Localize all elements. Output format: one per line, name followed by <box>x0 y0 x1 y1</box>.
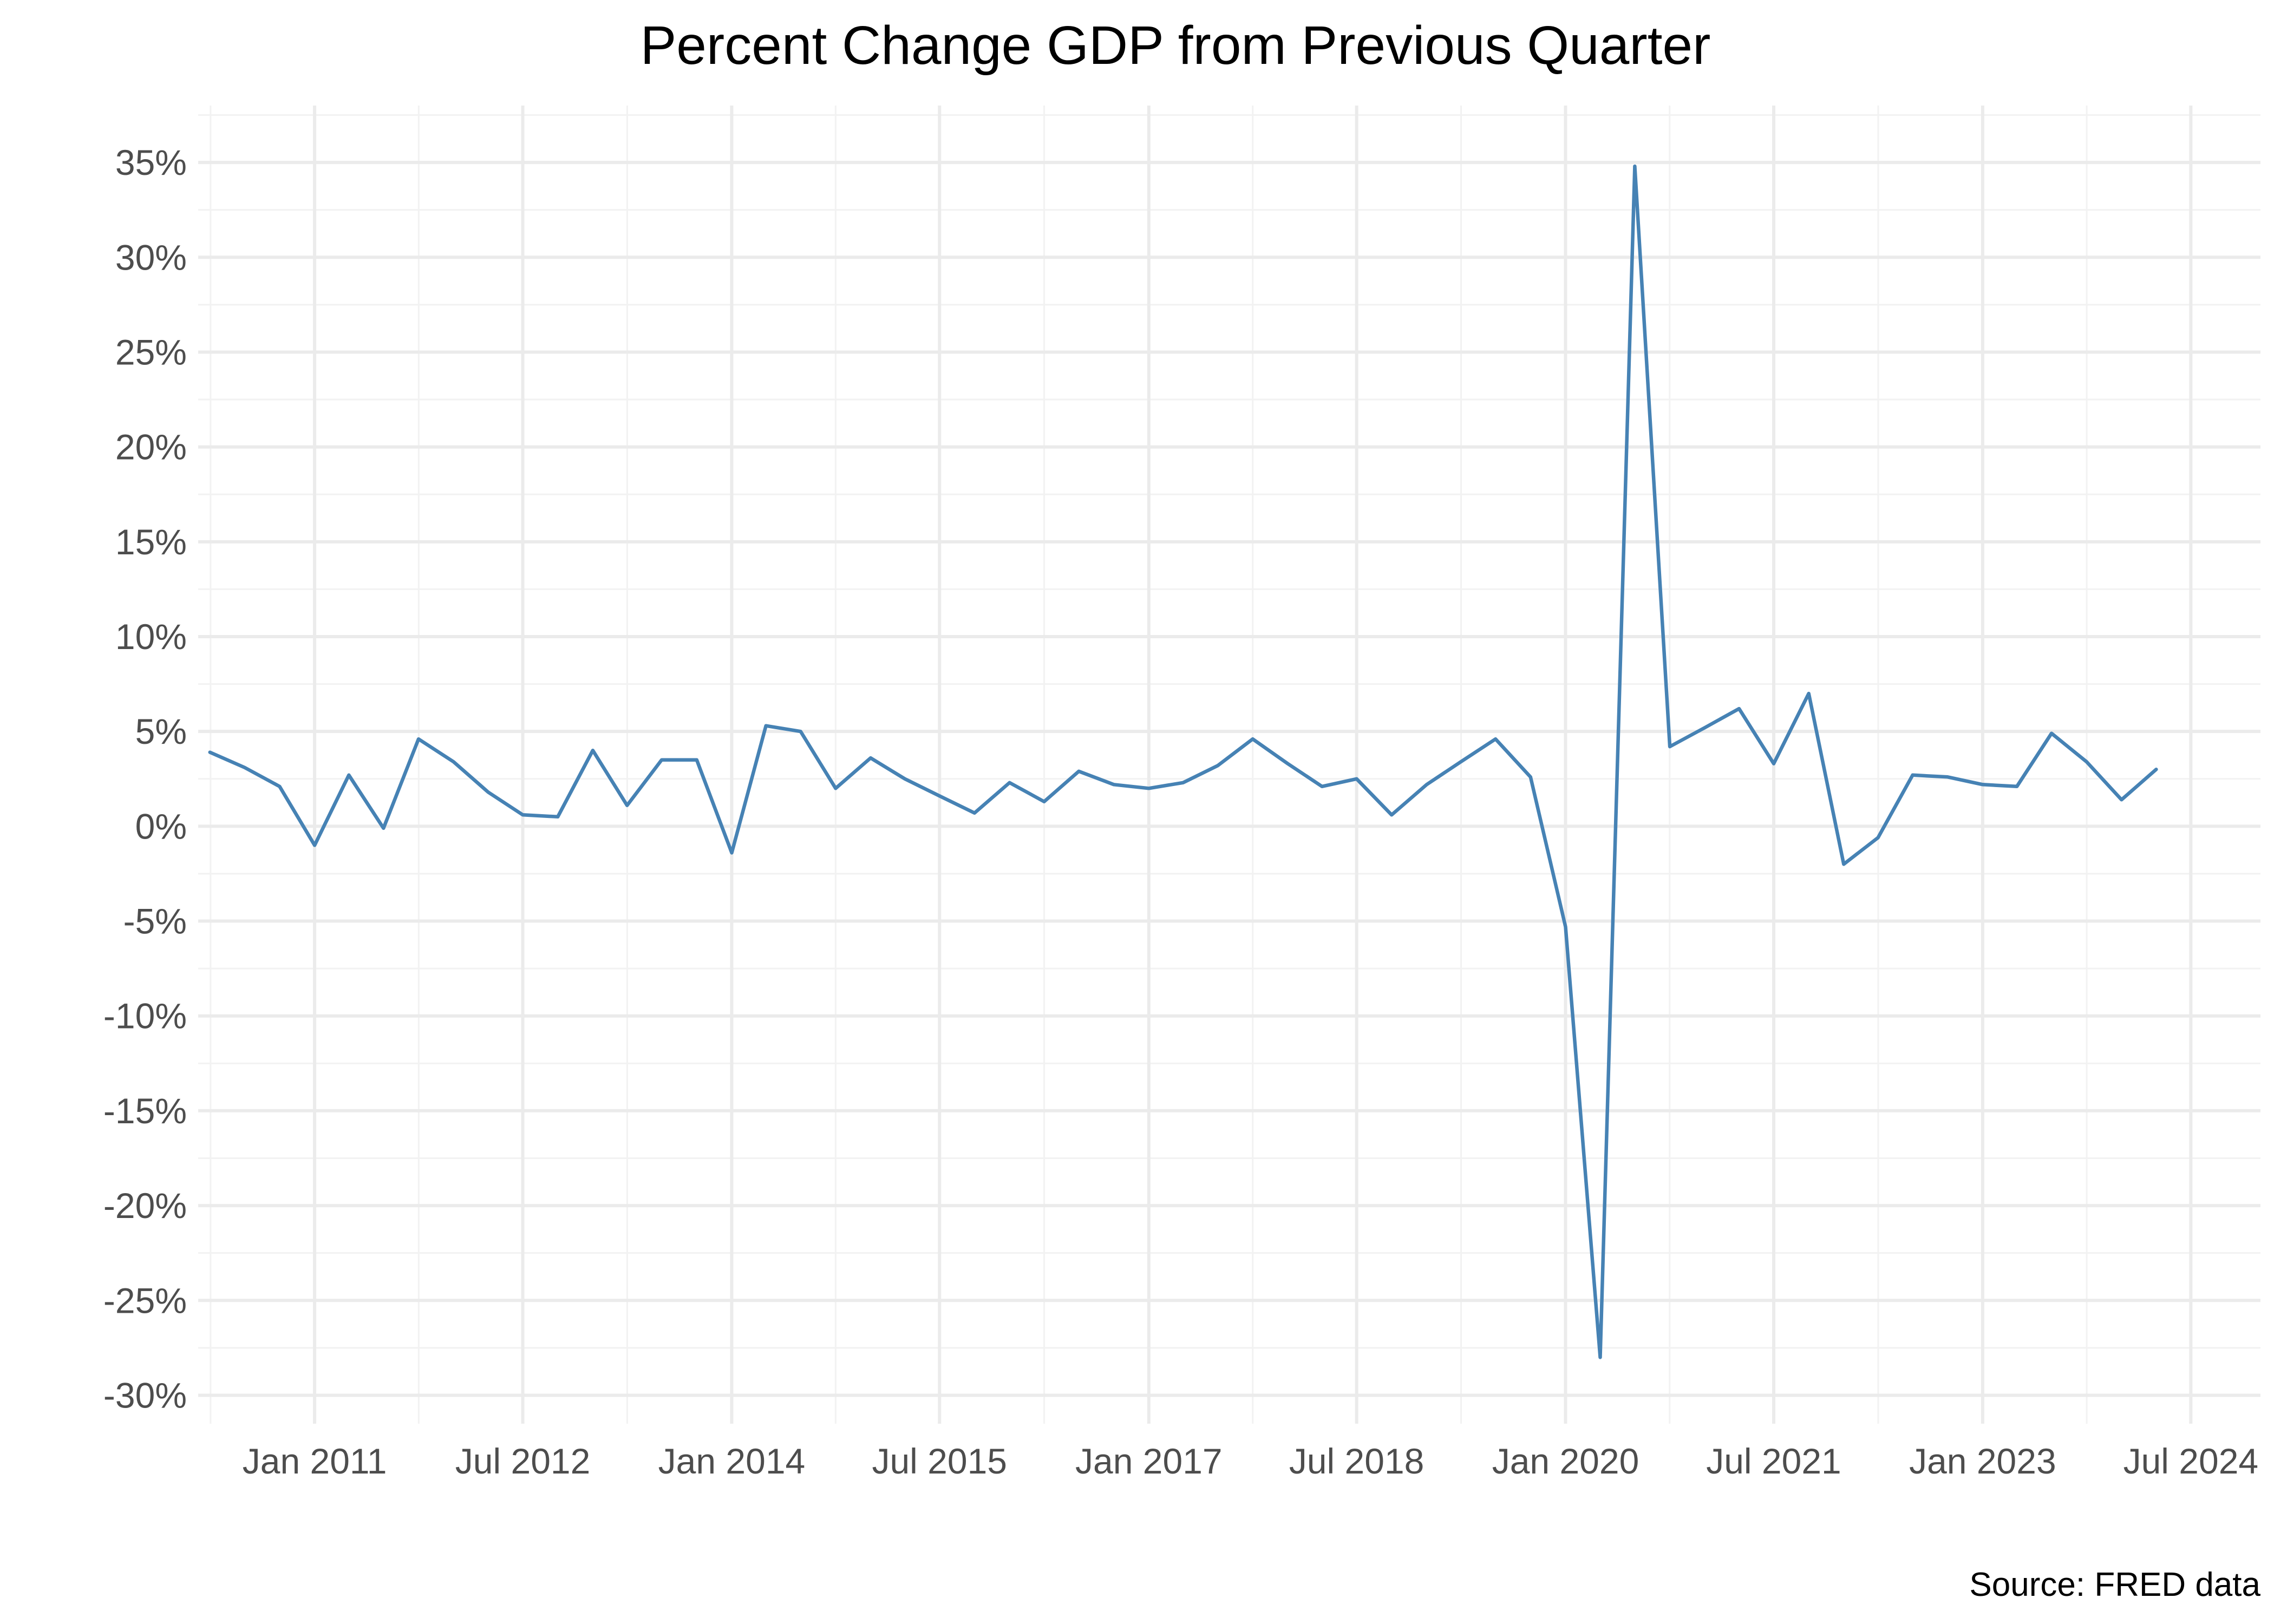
y-tick-label: 30% <box>115 237 187 277</box>
y-tick-label: 15% <box>115 522 187 562</box>
y-tick-label: -10% <box>103 996 187 1036</box>
x-tick-label: Jul 2024 <box>2123 1441 2259 1481</box>
x-tick-label: Jan 2023 <box>1909 1441 2056 1481</box>
x-tick-label: Jul 2015 <box>872 1441 1007 1481</box>
x-axis-tick-labels: Jan 2011 Jul 2012 Jan 2014 Jul 2015 Jan 2017… <box>243 1441 2258 1481</box>
y-tick-label: -15% <box>103 1091 187 1131</box>
y-axis-tick-labels: -30% -25% -20% -15% -10% -5% 0% 5% 10% 15% 20% 25% 3… <box>103 142 187 1415</box>
y-tick-label: 0% <box>135 806 187 846</box>
y-tick-label: 5% <box>135 711 187 751</box>
series-layer <box>208 164 2158 1359</box>
y-tick-label: -30% <box>103 1375 187 1415</box>
x-tick-label: Jan 2011 <box>243 1441 387 1481</box>
y-tick-label: 10% <box>115 617 187 657</box>
y-tick-label: 20% <box>115 427 187 467</box>
y-tick-label: -5% <box>123 901 187 941</box>
x-tick-label: Jan 2020 <box>1492 1441 1639 1481</box>
y-tick-label: 25% <box>115 332 187 372</box>
x-tick-label: Jul 2021 <box>1706 1441 1841 1481</box>
chart-caption: Source: FRED data <box>1969 1566 2260 1603</box>
x-tick-label: Jan 2014 <box>658 1441 806 1481</box>
x-tick-label: Jul 2018 <box>1289 1441 1424 1481</box>
x-tick-label: Jul 2012 <box>455 1441 591 1481</box>
y-tick-label: -25% <box>103 1280 187 1320</box>
major-grid <box>198 106 2260 1424</box>
chart-title: Percent Change GDP from Previous Quarter <box>641 15 1711 76</box>
minor-grid <box>198 106 2260 1424</box>
x-tick-label: Jan 2017 <box>1075 1441 1223 1481</box>
y-tick-label: 35% <box>115 142 187 182</box>
y-tick-label: -20% <box>103 1186 187 1226</box>
gdp-series-line <box>208 164 2158 1359</box>
